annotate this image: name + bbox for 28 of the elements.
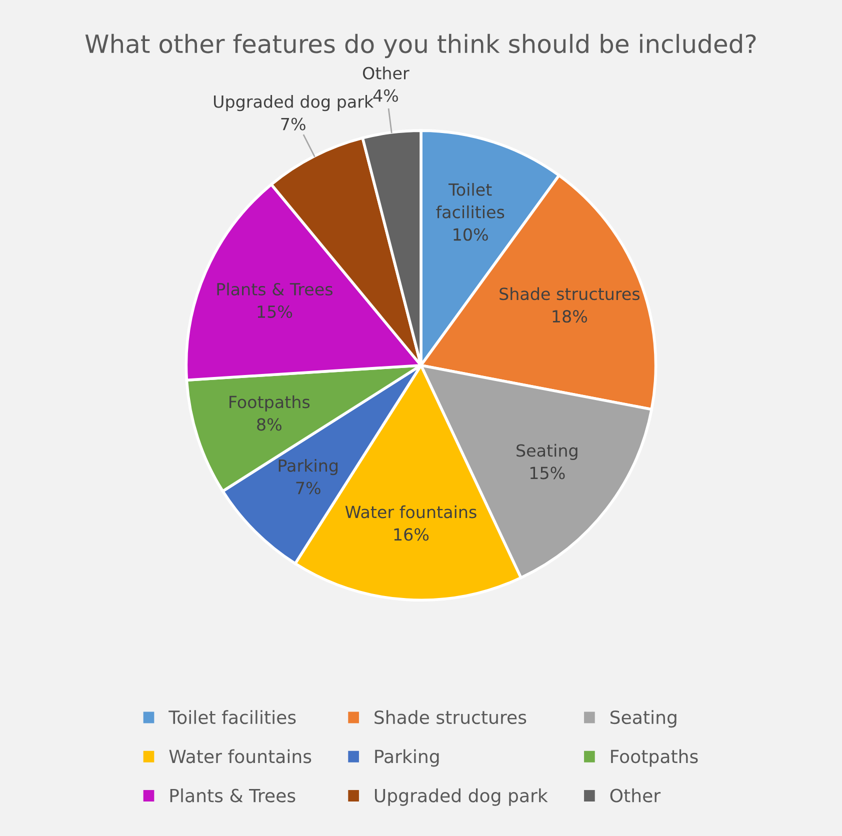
slice-label: Footpaths bbox=[230, 395, 310, 412]
slice-label: Seating bbox=[516, 444, 578, 460]
slice-label: Shade structures bbox=[500, 287, 640, 300]
data-label: 8% bbox=[257, 418, 282, 431]
data-label: 15% bbox=[258, 305, 292, 318]
data-label: 16% bbox=[394, 528, 429, 541]
legend-label: Water fountains bbox=[169, 749, 312, 764]
legend-label: Footpaths bbox=[611, 749, 698, 767]
slice-label: Upgraded dog park bbox=[214, 95, 374, 112]
slice-label: Plants & Trees bbox=[217, 282, 332, 296]
slice-label: Water fountains bbox=[345, 505, 476, 518]
slice-label: Other bbox=[362, 66, 410, 80]
data-label: 7% bbox=[281, 118, 306, 130]
data-label: 10% bbox=[454, 228, 488, 241]
legend-label: Plants & Trees bbox=[170, 788, 296, 802]
legend-label: Shade structures bbox=[374, 710, 526, 724]
data-label: 18% bbox=[552, 310, 588, 323]
data-label: 15% bbox=[530, 466, 565, 480]
chart-title: What other features do you think should be included? bbox=[85, 34, 756, 58]
legend-label: Other bbox=[610, 788, 661, 802]
legend-label: Upgraded dog park bbox=[374, 788, 548, 806]
legend-label: Toilet facilities bbox=[168, 710, 296, 724]
slice-label: Toilet facilities bbox=[436, 182, 504, 218]
data-label: 4% bbox=[373, 89, 398, 102]
data-label: 7% bbox=[296, 482, 320, 494]
legend-label: Parking bbox=[375, 749, 439, 767]
slice-label: Parking bbox=[278, 458, 338, 476]
legend-label: Seating bbox=[610, 710, 676, 728]
